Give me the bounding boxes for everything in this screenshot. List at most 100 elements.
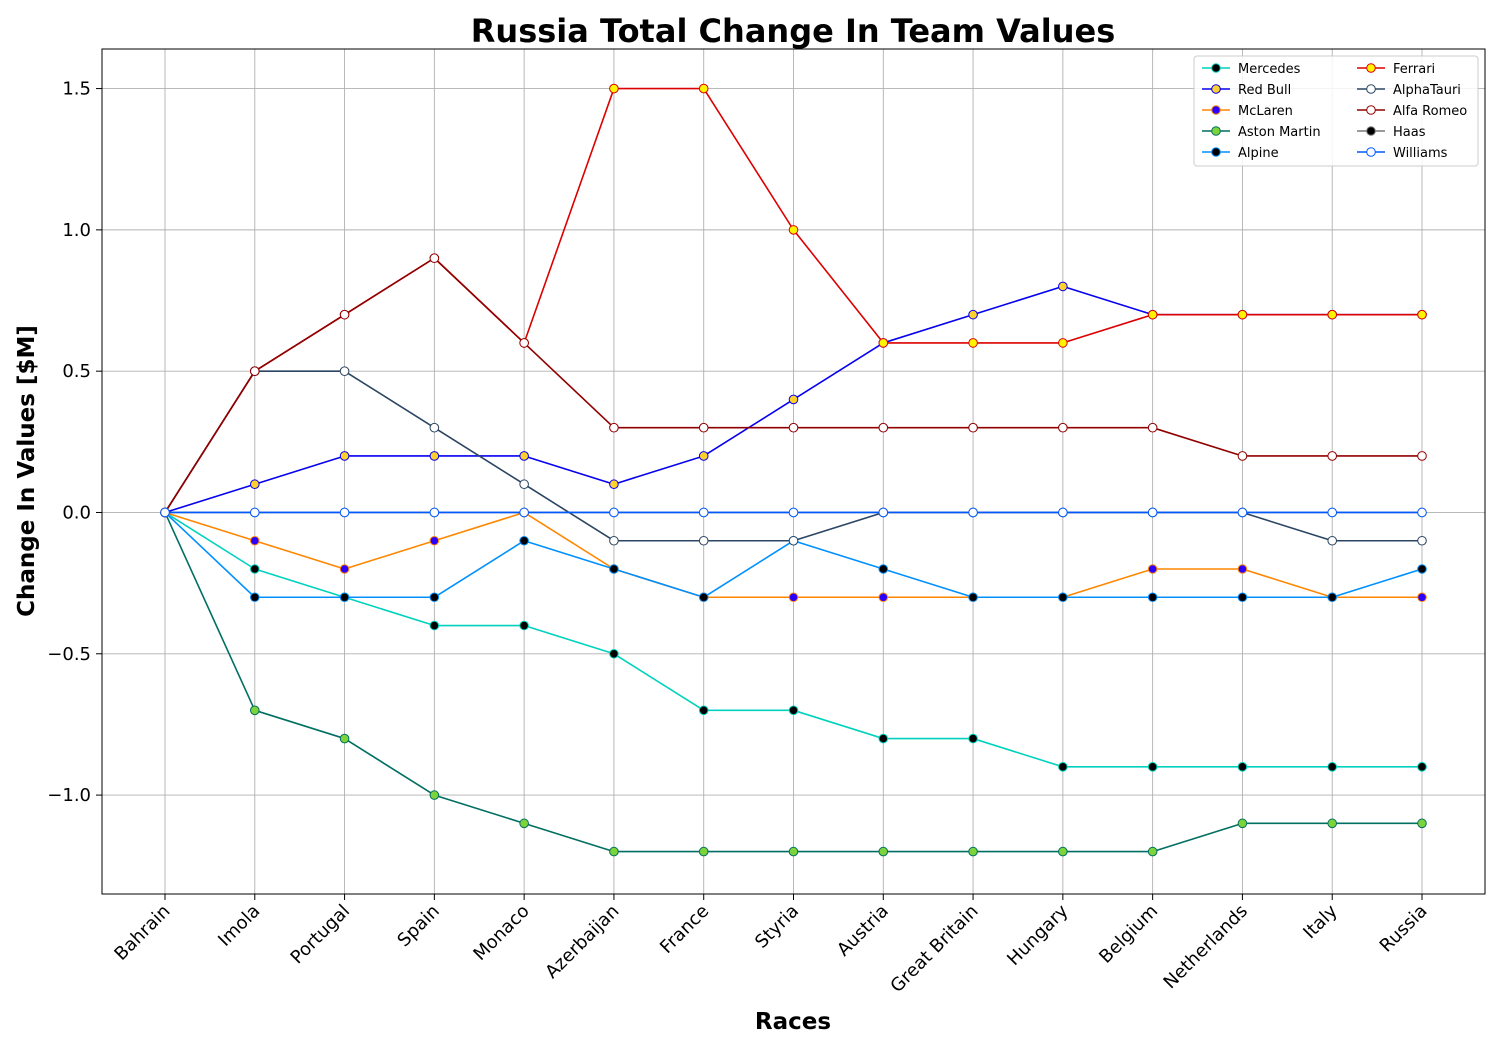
- data-point-aston-martin: [339, 733, 350, 744]
- data-point-ferrari: [1237, 309, 1248, 320]
- data-point-aston-martin: [788, 846, 799, 857]
- data-point-alfa-romeo: [788, 422, 799, 433]
- data-point-alphatauri: [788, 535, 799, 546]
- data-point-alpine: [429, 592, 440, 603]
- legend-label: Haas: [1393, 125, 1426, 140]
- data-point-aston-martin: [698, 846, 709, 857]
- data-point-alfa-romeo: [519, 338, 529, 348]
- data-point-alphatauri: [698, 535, 709, 546]
- data-point-williams: [788, 507, 799, 518]
- data-point-williams: [160, 507, 170, 518]
- data-point-alfa-romeo: [1147, 422, 1158, 433]
- data-point-alphatauri: [609, 535, 619, 546]
- data-point-williams: [1237, 507, 1248, 518]
- legend-label: Alpine: [1238, 146, 1279, 161]
- data-point-mclaren: [249, 535, 260, 546]
- data-point-ferrari: [788, 225, 799, 235]
- legend-marker: [1366, 126, 1376, 136]
- data-point-alpine: [1417, 564, 1427, 574]
- y-tick-label: −0.5: [47, 644, 91, 665]
- data-point-williams: [429, 507, 440, 518]
- data-point-mercedes: [429, 620, 440, 631]
- legend-marker: [1366, 63, 1376, 73]
- data-point-mclaren: [788, 592, 799, 603]
- data-point-red-bull: [698, 451, 709, 461]
- data-point-alphatauri: [1327, 535, 1338, 546]
- y-axis-ticks: −1.0 −0.5 0.0 0.5 1.0 1.5: [47, 79, 102, 806]
- legend-marker: [1211, 84, 1221, 94]
- x-tick-label: Azerbaijan: [541, 901, 623, 983]
- data-point-mclaren: [429, 535, 440, 546]
- y-tick-label: 1.0: [62, 220, 91, 241]
- data-point-aston-martin: [1058, 846, 1068, 857]
- data-point-alfa-romeo: [1327, 451, 1338, 461]
- chart-title: Russia Total Change In Team Values: [471, 12, 1115, 50]
- data-point-williams: [609, 507, 619, 518]
- data-point-williams: [519, 507, 529, 518]
- data-point-williams: [1058, 507, 1068, 518]
- data-point-ferrari: [1058, 338, 1068, 348]
- series-alfa-romeo: [160, 253, 1427, 518]
- x-tick-label: France: [656, 901, 713, 958]
- x-axis-ticks: Bahrain Imola Portugal Spain Monaco Azerbaija…: [110, 894, 1432, 997]
- x-tick-label: Austria: [833, 901, 893, 961]
- legend-label: Mercedes: [1238, 62, 1301, 77]
- x-axis-label: Races: [755, 1009, 831, 1035]
- data-point-alpine: [968, 592, 978, 603]
- legend-item-haas: Haas: [1357, 125, 1426, 140]
- data-point-alfa-romeo: [878, 422, 889, 433]
- data-point-alpine: [1058, 592, 1068, 603]
- data-point-aston-martin: [519, 818, 529, 829]
- data-point-alpine: [878, 564, 889, 574]
- data-point-alfa-romeo: [609, 422, 619, 433]
- legend-marker: [1366, 147, 1376, 157]
- legend-marker: [1211, 63, 1221, 73]
- legend-item-ferrari: Ferrari: [1357, 62, 1435, 77]
- data-point-mercedes: [1058, 762, 1068, 772]
- data-point-williams: [968, 507, 978, 518]
- data-point-williams: [1417, 507, 1427, 518]
- data-point-aston-martin: [968, 846, 978, 857]
- legend-item-mercedes: Mercedes: [1202, 62, 1301, 77]
- data-point-mercedes: [1417, 762, 1427, 772]
- data-point-mercedes: [968, 733, 978, 744]
- legend-label: AlphaTauri: [1393, 83, 1461, 98]
- data-point-williams: [1327, 507, 1338, 518]
- data-point-alpine: [698, 592, 709, 603]
- data-point-alpine: [519, 535, 529, 546]
- legend-label: Williams: [1393, 146, 1448, 161]
- data-point-mercedes: [609, 648, 619, 659]
- data-point-aston-martin: [609, 846, 619, 857]
- y-tick-label: 0.5: [62, 361, 91, 382]
- data-point-williams: [1147, 507, 1158, 518]
- data-point-williams: [698, 507, 709, 518]
- data-point-alphatauri: [1417, 535, 1427, 546]
- data-point-ferrari: [698, 83, 709, 94]
- legend-item-alpine: Alpine: [1202, 146, 1279, 161]
- x-tick-label: Hungary: [1003, 900, 1072, 969]
- data-point-mclaren: [1237, 564, 1248, 574]
- data-point-ferrari: [878, 338, 889, 348]
- data-point-williams: [339, 507, 350, 518]
- data-point-ferrari: [1417, 309, 1427, 320]
- data-point-alpine: [609, 564, 619, 574]
- data-point-aston-martin: [429, 790, 440, 800]
- data-point-aston-martin: [1237, 818, 1248, 829]
- data-point-alfa-romeo: [1058, 422, 1068, 433]
- x-tick-label: Netherlands: [1160, 901, 1252, 993]
- legend-item-aston-martin: Aston Martin: [1202, 125, 1321, 140]
- series-layer: [160, 83, 1427, 857]
- data-point-mercedes: [1147, 762, 1158, 772]
- data-point-williams: [878, 507, 889, 518]
- data-point-red-bull: [249, 479, 260, 490]
- legend-item-mclaren: McLaren: [1202, 104, 1293, 119]
- data-point-mercedes: [249, 564, 260, 574]
- data-point-mclaren: [1147, 564, 1158, 574]
- legend-item-red-bull: Red Bull: [1202, 83, 1291, 98]
- data-point-mclaren: [1417, 592, 1427, 603]
- data-point-alpine: [249, 592, 260, 603]
- legend-marker: [1211, 105, 1221, 115]
- data-point-mclaren: [339, 564, 350, 574]
- data-point-alfa-romeo: [249, 366, 260, 376]
